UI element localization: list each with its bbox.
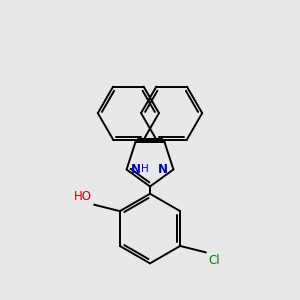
Text: N: N xyxy=(131,163,141,176)
Text: N: N xyxy=(158,163,168,176)
Text: H: H xyxy=(141,164,149,175)
Text: HO: HO xyxy=(74,190,92,203)
Text: Cl: Cl xyxy=(208,254,220,268)
